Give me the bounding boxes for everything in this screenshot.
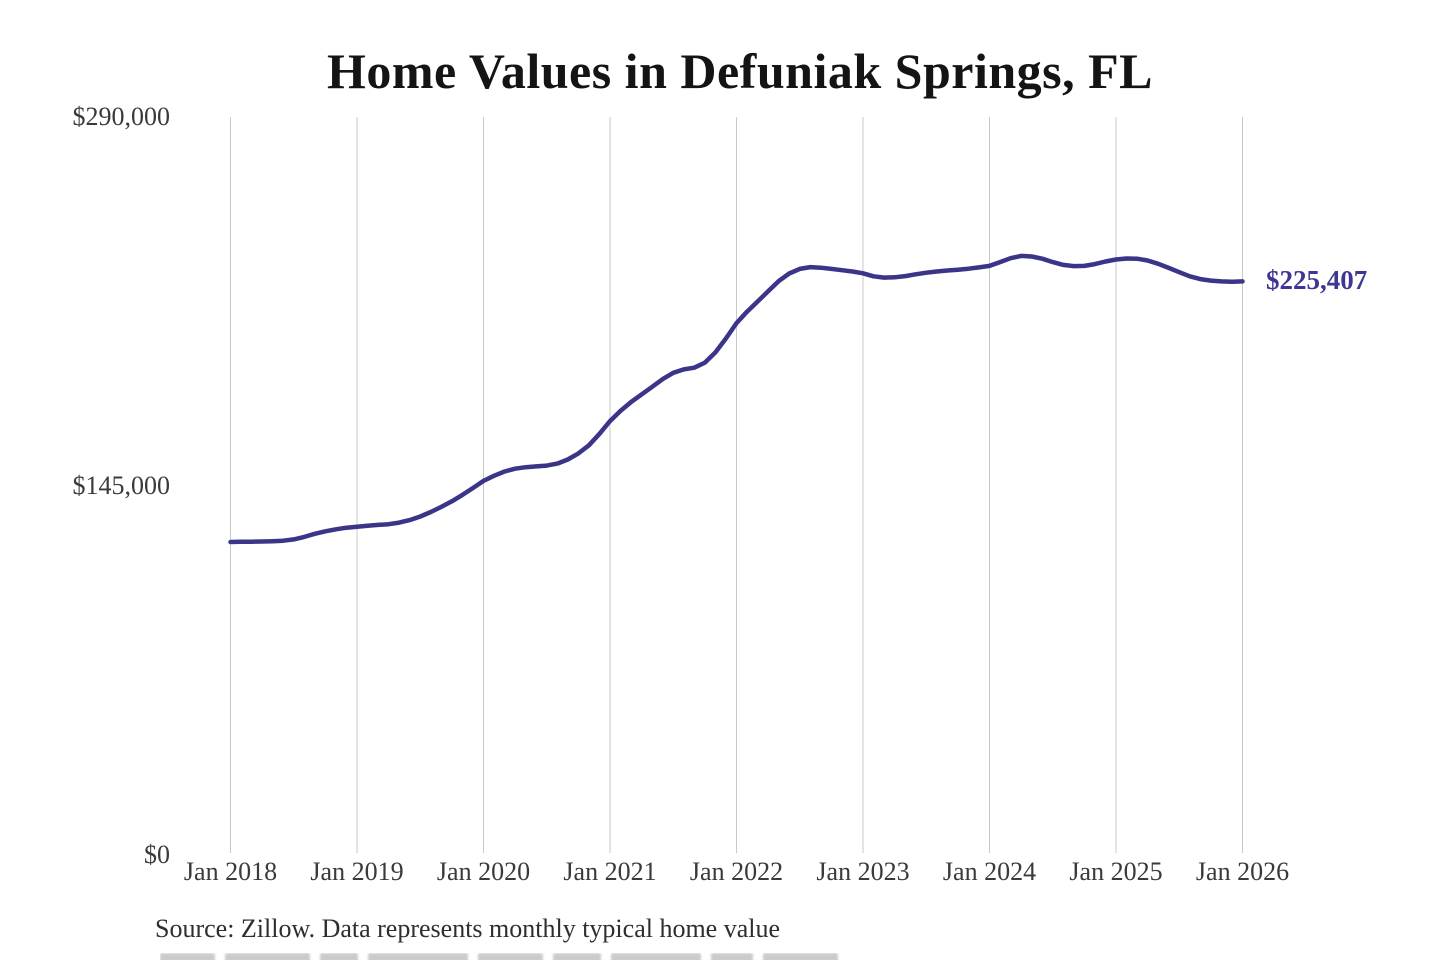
x-tick-label: Jan 2018: [183, 857, 278, 886]
x-tick-label: Jan 2024: [942, 857, 1037, 886]
x-tick-label: Jan 2023: [816, 857, 910, 886]
y-tick-label: $145,000: [72, 471, 171, 500]
x-tick-label: Jan 2022: [689, 857, 784, 886]
chart-title: Home Values in Defuniak Springs, FL: [326, 43, 1154, 99]
x-tick-label: Jan 2025: [1069, 857, 1163, 886]
y-tick-label: $290,000: [72, 102, 171, 131]
x-tick-label: Jan 2019: [310, 857, 404, 886]
y-tick-label: $0: [144, 840, 170, 869]
x-tick-label: Jan 2021: [563, 857, 657, 886]
cutoff-text-fragment: [160, 953, 920, 960]
x-tick-label: Jan 2026: [1195, 857, 1290, 886]
x-tick-label: Jan 2020: [436, 857, 531, 886]
source-note: Source: Zillow. Data represents monthly …: [155, 914, 781, 943]
end-value-label: $225,407: [1266, 265, 1368, 296]
home-value-line: [228, 253, 1245, 545]
